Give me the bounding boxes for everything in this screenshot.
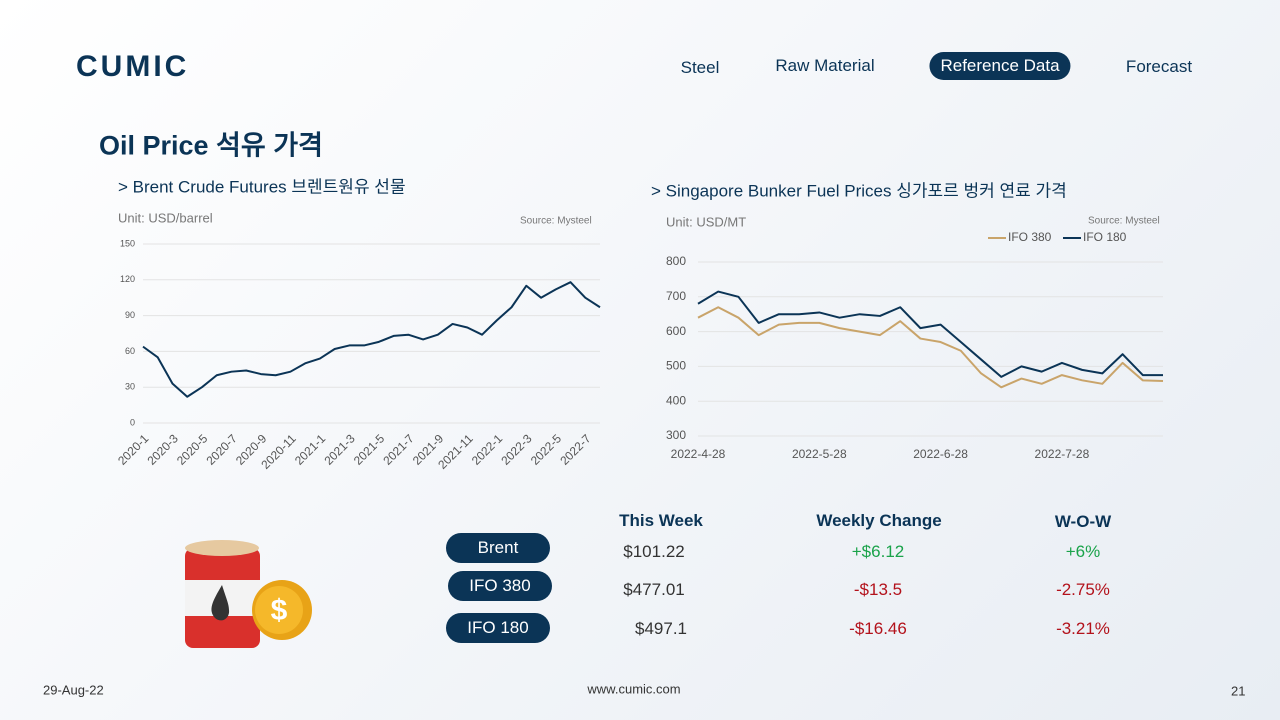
y-tick-label: 300 xyxy=(666,428,686,442)
row-label: IFO 380 xyxy=(448,571,552,601)
x-tick-label: 2021-1 xyxy=(292,431,329,468)
cell: -3.21% xyxy=(1056,619,1110,638)
x-tick-label: 2020-7 xyxy=(203,431,240,468)
y-tick-label: 60 xyxy=(125,346,135,356)
source-label: Source: Mysteel xyxy=(1088,215,1160,227)
x-tick-label: 2021-5 xyxy=(351,431,388,468)
nav-item[interactable]: Raw Material xyxy=(775,56,875,75)
y-tick-label: 800 xyxy=(666,254,686,268)
svg-text:$: $ xyxy=(271,594,288,627)
nav-item[interactable]: Steel xyxy=(680,58,720,77)
legend-label: IFO 180 xyxy=(1083,230,1127,244)
cell: +6% xyxy=(1065,542,1101,561)
cell: $101.22 xyxy=(623,542,685,561)
x-tick-label: 2022-1 xyxy=(469,431,506,468)
x-tick-label: 2022-4-28 xyxy=(671,447,726,461)
footer-url: www.cumic.com xyxy=(587,681,681,697)
legend-label: IFO 380 xyxy=(1008,230,1052,244)
table-header: W-O-W xyxy=(1054,512,1112,531)
chart-title: > Brent Crude Futures 브렌트원유 선물 xyxy=(118,177,406,197)
logo: CUMIC xyxy=(76,50,190,83)
cell: -2.75% xyxy=(1056,580,1110,599)
page-title: Oil Price 석유 가격 xyxy=(99,130,323,161)
row-label: Brent xyxy=(446,533,550,563)
y-tick-label: 700 xyxy=(666,289,686,303)
page-number: 21 xyxy=(1231,683,1246,699)
x-tick-label: 2022-7 xyxy=(557,431,594,468)
y-tick-label: 400 xyxy=(666,393,686,407)
x-tick-label: 2022-6-28 xyxy=(913,447,968,461)
cell: $477.01 xyxy=(623,580,685,599)
nav-item[interactable]: Forecast xyxy=(1125,57,1193,76)
x-tick-label: 2021-3 xyxy=(321,431,358,468)
y-tick-label: 0 xyxy=(130,417,135,427)
oil-barrel-icon: $ xyxy=(185,540,312,648)
data-line xyxy=(697,290,1163,378)
x-tick-label: 2021-7 xyxy=(380,431,417,468)
y-tick-label: 500 xyxy=(666,359,686,373)
cell: -$16.46 xyxy=(849,619,907,638)
x-tick-label: 2022-5-28 xyxy=(792,447,847,461)
y-tick-label: 150 xyxy=(120,238,135,248)
data-line xyxy=(142,281,601,398)
chart-title: > Singapore Bunker Fuel Prices 싱가포르 벙커 연… xyxy=(651,181,1067,201)
x-tick-label: 2020-1 xyxy=(115,431,152,468)
cell: $497.1 xyxy=(635,619,687,638)
nav-item-active[interactable]: Reference Data xyxy=(929,52,1071,80)
footer-date: 29-Aug-22 xyxy=(43,682,104,698)
x-tick-label: 2020-3 xyxy=(145,431,182,468)
x-tick-label: 2022-5 xyxy=(528,431,565,468)
x-tick-label: 2022-7-28 xyxy=(1035,447,1090,461)
table-header: Weekly Change xyxy=(816,511,942,530)
x-tick-label: 2020-5 xyxy=(174,431,211,468)
y-tick-label: 120 xyxy=(120,274,135,284)
row-label: IFO 180 xyxy=(446,613,550,643)
x-tick-label: 2022-3 xyxy=(498,431,535,468)
cell: +$6.12 xyxy=(851,542,905,561)
data-line xyxy=(697,306,1164,389)
y-tick-label: 600 xyxy=(666,324,686,338)
table-header: This Week xyxy=(619,511,703,530)
y-tick-label: 30 xyxy=(125,382,135,392)
y-tick-label: 90 xyxy=(125,310,135,320)
source-label: Source: Mysteel xyxy=(520,215,592,227)
unit-label: Unit: USD/MT xyxy=(666,214,747,230)
cell: -$13.5 xyxy=(853,580,903,599)
unit-label: Unit: USD/barrel xyxy=(118,210,213,226)
